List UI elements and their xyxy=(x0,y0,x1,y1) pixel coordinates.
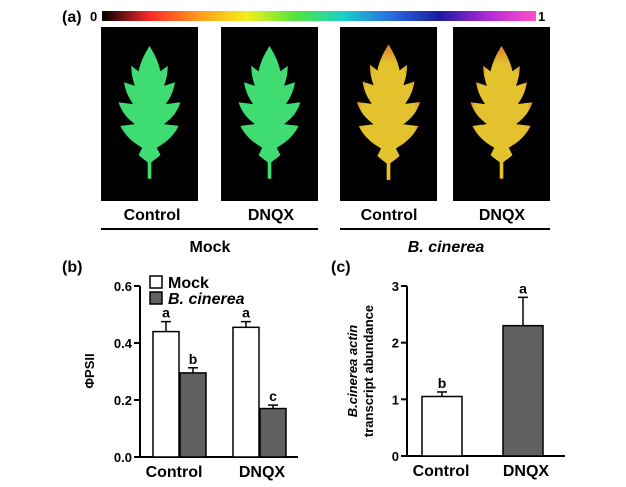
y-tick-label: 3 xyxy=(392,279,399,294)
bar-control-infected xyxy=(179,372,207,458)
panel-c-letter: (c) xyxy=(331,259,351,276)
panel-b-ylabel: ΦPSII xyxy=(82,353,97,388)
y-tick-label: 0.0 xyxy=(114,450,132,465)
y-tick-label: 0.2 xyxy=(114,393,132,408)
panel-c: (c) B.cinerea actin transcript abundance… xyxy=(331,259,565,480)
bar-dnqx-mock xyxy=(232,326,260,458)
colorbar xyxy=(102,11,536,21)
panel-c-y-ticks: 0 1 2 3 xyxy=(392,279,407,464)
bar-dnqx-significance-label: a xyxy=(519,280,527,296)
leaf-label-mock-control: Control xyxy=(124,207,181,224)
leaf-label-infected-dnqx: DNQX xyxy=(479,207,526,224)
panel-b-xtick-control: Control xyxy=(146,464,203,481)
legend-swatch-infected xyxy=(149,291,163,305)
leaf-image-mock-control xyxy=(101,27,198,201)
colorbar-min-label: 0 xyxy=(90,9,97,24)
y-tick-label: 0.4 xyxy=(114,336,133,351)
colorbar-max-label: 1 xyxy=(538,9,545,24)
bar-dnqx-infected xyxy=(259,407,287,458)
legend-label-infected: B. cinerea xyxy=(168,291,245,308)
bar-control-mock xyxy=(152,330,180,458)
y-tick-label: 0 xyxy=(392,449,399,464)
y-tick-label: 2 xyxy=(392,336,399,351)
group-label-infected: B. cinerea xyxy=(408,239,485,256)
y-tick-label: 1 xyxy=(392,392,399,407)
panel-b-letter: (b) xyxy=(62,259,82,276)
panel-c-ylabel-line2: transcript abundance xyxy=(361,305,376,437)
panel-b-xtick-dnqx: DNQX xyxy=(239,464,286,481)
bar-control xyxy=(421,395,463,457)
y-tick-label: 0.6 xyxy=(114,279,132,294)
leaf-image-mock-dnqx xyxy=(221,27,318,201)
panel-c-xtick-dnqx: DNQX xyxy=(503,463,550,480)
bar-dnqx xyxy=(502,324,544,457)
bar-dnqx-mock-significance-label: a xyxy=(242,305,250,321)
leaf-label-infected-control: Control xyxy=(361,207,418,224)
leaf-image-infected-dnqx xyxy=(453,27,550,201)
group-label-mock: Mock xyxy=(190,239,231,256)
bar-control-significance-label: b xyxy=(438,375,447,391)
bar-control-infected-significance-label: b xyxy=(189,351,198,367)
panel-c-ylabel-line1: B.cinerea actin xyxy=(345,325,360,418)
panel-b-bars: a b a c xyxy=(152,305,287,458)
leaf-label-mock-dnqx: DNQX xyxy=(248,207,295,224)
bar-control-mock-significance-label: a xyxy=(162,305,170,321)
panel-a-letter: (a) xyxy=(62,9,82,26)
panel-b-legend: Mock B. cinerea xyxy=(149,275,245,308)
leaf-image-infected-control xyxy=(340,27,437,201)
bar-dnqx-infected-significance-label: c xyxy=(269,388,277,404)
legend-swatch-mock xyxy=(149,275,163,289)
panel-b-y-ticks: 0.0 0.2 0.4 0.6 xyxy=(114,279,140,465)
panel-c-bars: ba xyxy=(421,280,544,457)
panel-a: (a) 0 1 Control DNQX Control DNQX Mock B… xyxy=(62,9,550,256)
panel-b: (b) ΦPSII 0.0 0.2 0.4 0.6 a b a c Control DNQX… xyxy=(62,259,298,481)
legend-label-mock: Mock xyxy=(168,275,209,292)
panel-c-xtick-control: Control xyxy=(413,463,470,480)
